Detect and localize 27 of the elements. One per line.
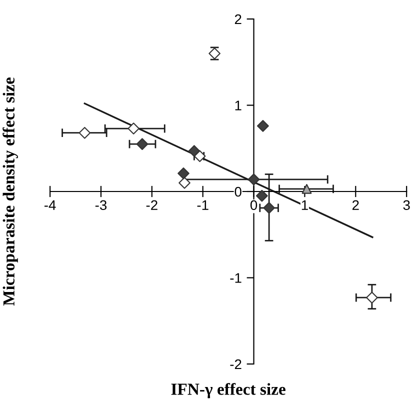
y-axis-title: Microparasite density effect size xyxy=(2,78,18,306)
x-tick-label: 2 xyxy=(352,200,359,210)
x-tick-label: -2 xyxy=(146,200,158,210)
point xyxy=(78,126,91,139)
point xyxy=(178,167,190,180)
point xyxy=(256,190,268,202)
y-tick-label: 2 xyxy=(234,14,242,24)
y-tick-label: -1 xyxy=(230,273,242,283)
point xyxy=(366,292,378,304)
point xyxy=(136,138,148,150)
y-tick-label: 1 xyxy=(235,100,242,110)
point xyxy=(257,120,269,132)
y-tick-label: -2 xyxy=(230,359,242,370)
x-tick-label: 3 xyxy=(403,200,410,210)
point xyxy=(128,122,140,134)
x-tick-label: -1 xyxy=(197,200,208,210)
point xyxy=(263,202,275,214)
x-tick-label: -3 xyxy=(95,200,107,210)
point xyxy=(248,173,260,186)
point xyxy=(302,184,312,194)
x-axis-title: IFN-γ effect size xyxy=(171,382,286,398)
x-tick-label: -4 xyxy=(44,200,56,210)
y-tick-label: 0 xyxy=(234,186,242,197)
x-tick-label: 1 xyxy=(302,200,308,210)
point xyxy=(178,176,190,189)
point xyxy=(188,145,200,157)
x-tick-label: 0 xyxy=(250,200,258,210)
